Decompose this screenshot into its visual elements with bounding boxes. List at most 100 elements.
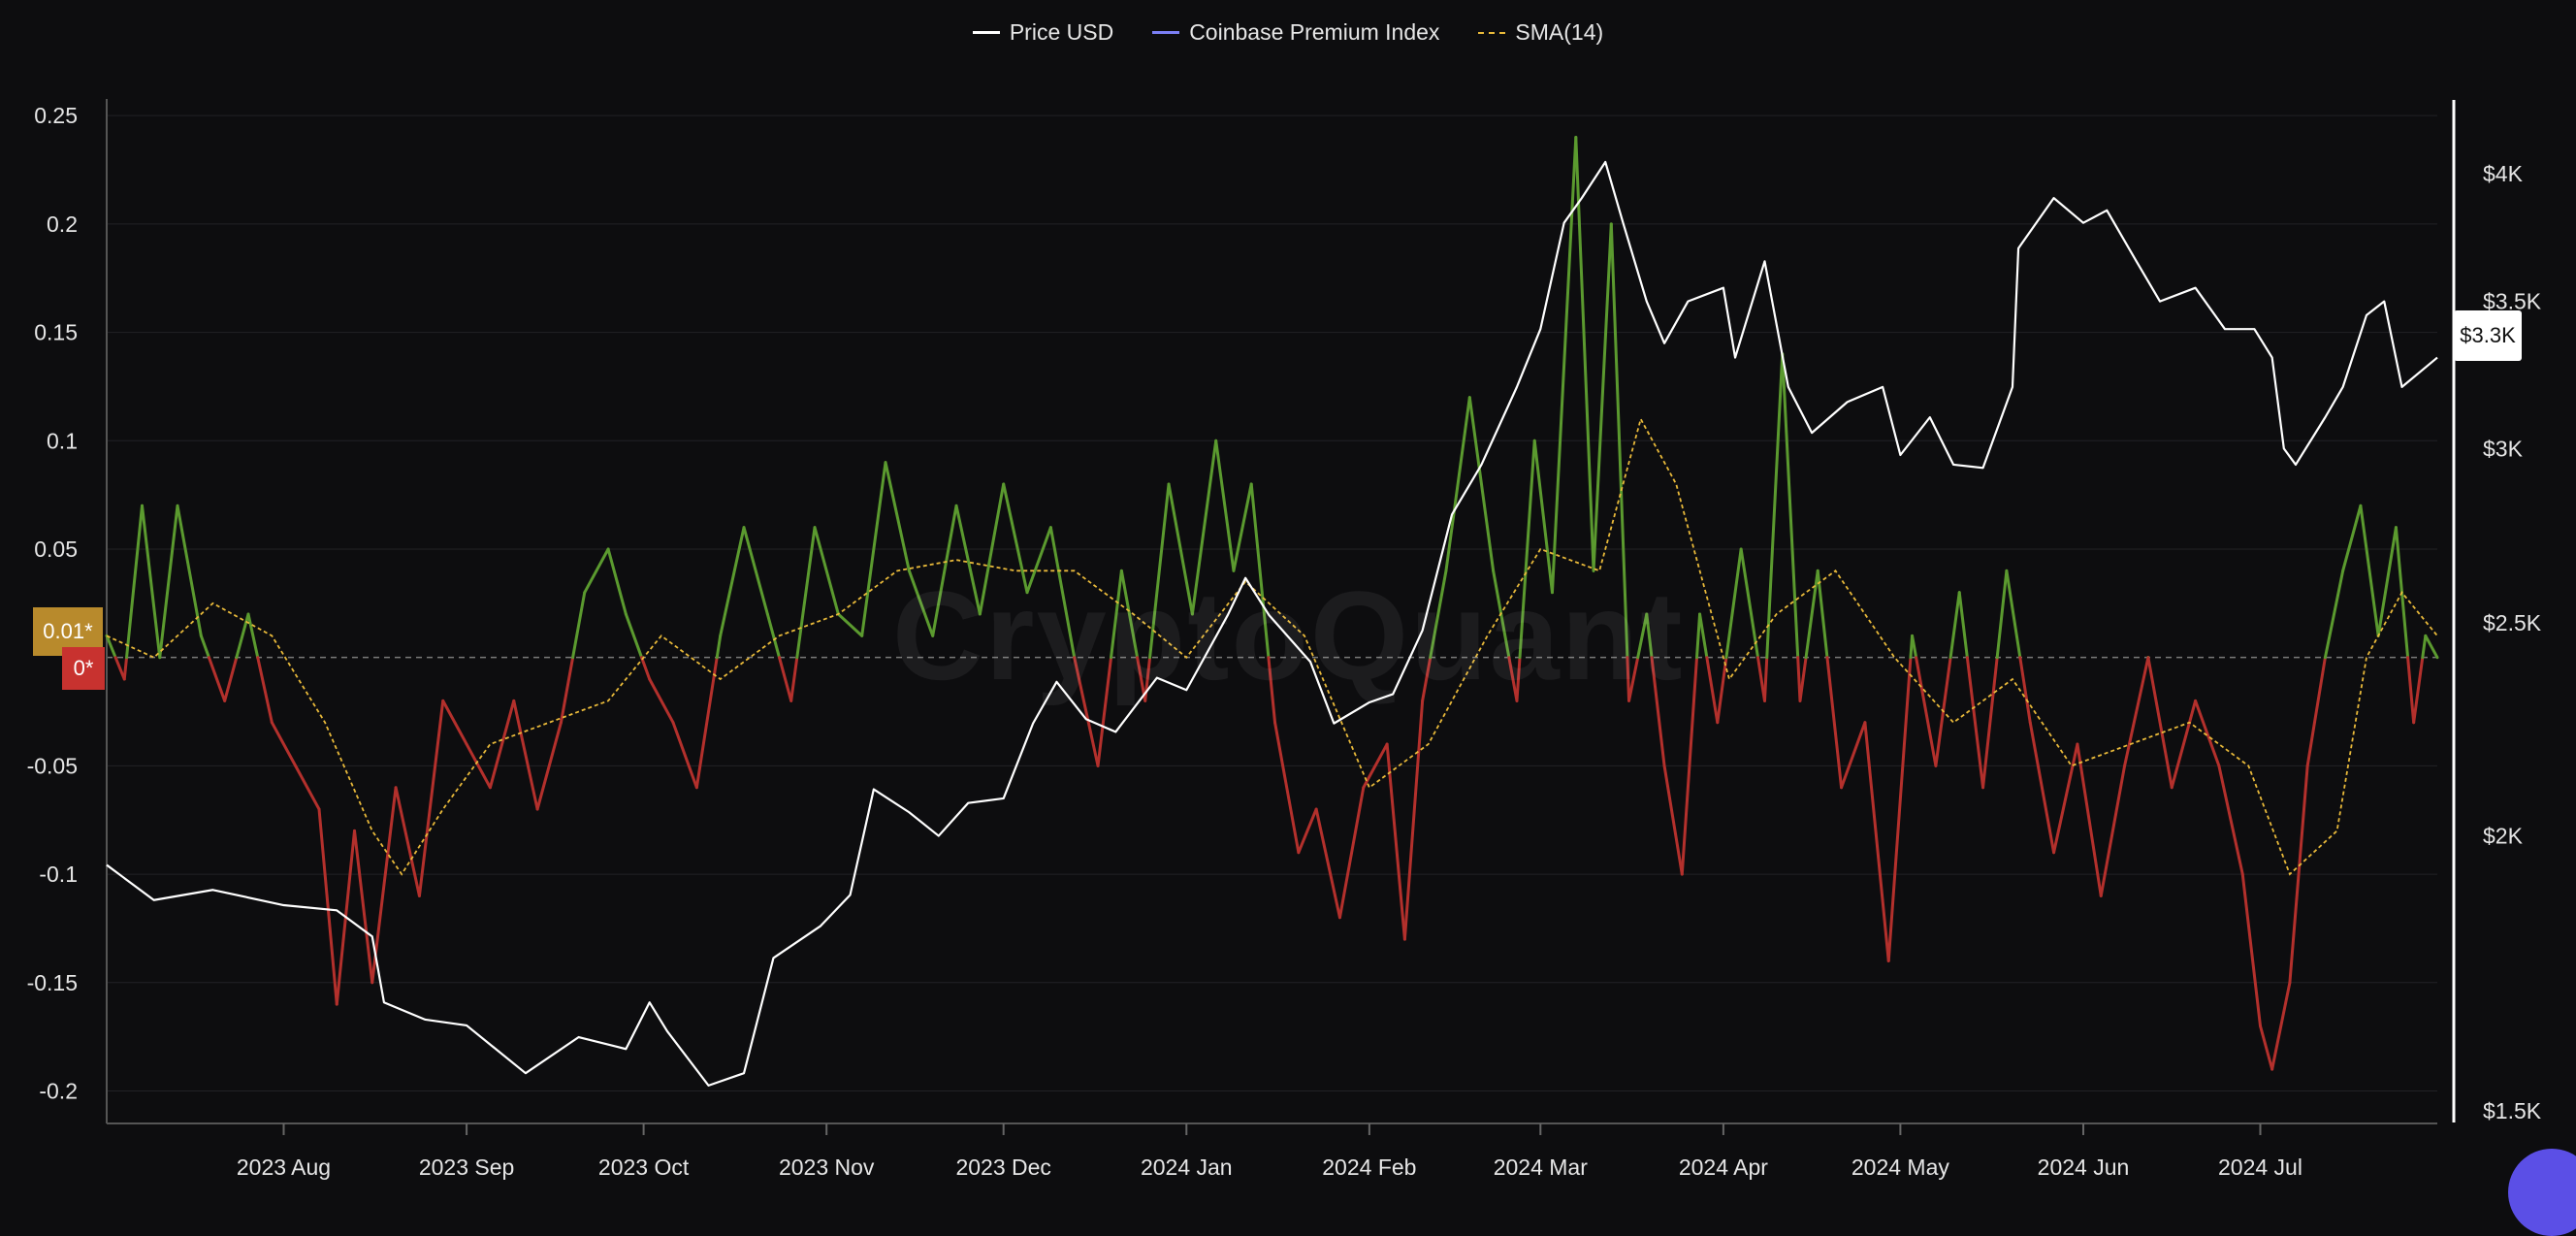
premium-segment bbox=[2305, 656, 2327, 767]
premium-segment bbox=[954, 504, 982, 616]
premium-segment bbox=[1915, 656, 1938, 767]
premium-segment bbox=[1662, 764, 1684, 876]
x-tick-label: 2024 Mar bbox=[1494, 1155, 1589, 1180]
premium-segment bbox=[1798, 656, 1808, 702]
premium-segment bbox=[2028, 721, 2056, 855]
premium-segment bbox=[1592, 222, 1613, 572]
legend-label-price: Price USD bbox=[1009, 19, 1114, 45]
premium-segment bbox=[2076, 742, 2103, 897]
legend-item-premium[interactable]: Coinbase Premium Index bbox=[1152, 19, 1439, 46]
premium-segment bbox=[1337, 786, 1366, 920]
premium-segment bbox=[1995, 569, 2009, 660]
premium-segment bbox=[270, 721, 298, 767]
premium-segment bbox=[1002, 482, 1029, 595]
x-tick-label: 2023 Oct bbox=[598, 1155, 690, 1180]
premium-segment bbox=[1680, 656, 1699, 876]
premium-segment bbox=[2217, 764, 2244, 876]
price-line bbox=[106, 160, 2438, 1087]
premium-segment bbox=[648, 677, 675, 725]
legend-swatch-premium bbox=[1152, 31, 1180, 34]
premium-segment bbox=[1273, 721, 1301, 855]
premium-segment bbox=[789, 656, 799, 702]
premium-segment bbox=[1232, 482, 1253, 572]
premium-segment bbox=[1825, 656, 1844, 790]
premium-segment bbox=[1421, 656, 1433, 702]
premium-segment bbox=[317, 807, 338, 1006]
premium-segment bbox=[1626, 656, 1631, 702]
x-tick-label: 2023 Sep bbox=[419, 1155, 514, 1180]
premium-segment bbox=[1550, 136, 1578, 595]
premium-segment bbox=[1167, 482, 1194, 616]
premium-segment bbox=[1716, 656, 1728, 725]
premium-segment bbox=[1267, 656, 1277, 725]
premium-segment bbox=[1645, 612, 1654, 660]
premium-segment bbox=[2052, 742, 2079, 855]
premium-segment bbox=[1297, 807, 1318, 855]
premium-segment bbox=[1957, 591, 1969, 660]
premium-segment bbox=[931, 504, 958, 637]
premium-segment bbox=[1385, 742, 1406, 941]
premium-segment bbox=[2018, 656, 2032, 725]
premium-segment bbox=[694, 656, 719, 790]
sma-series bbox=[106, 416, 2438, 876]
x-tick-label: 2024 Jul bbox=[2218, 1155, 2302, 1180]
premium-segment bbox=[1911, 634, 1918, 660]
premium-segment bbox=[1756, 656, 1766, 702]
premium-segment bbox=[1724, 547, 1743, 660]
premium-segment bbox=[836, 612, 864, 637]
premium-segment bbox=[122, 656, 129, 681]
premium-segment bbox=[715, 634, 723, 660]
premium-segment bbox=[1886, 656, 1913, 962]
premium-segment bbox=[1532, 439, 1554, 595]
premium-segment bbox=[1429, 569, 1448, 660]
premium-segment bbox=[125, 504, 145, 660]
x-tick-label: 2024 Jun bbox=[2038, 1155, 2130, 1180]
x-tick-label: 2024 May bbox=[1852, 1155, 1950, 1180]
y-left-tick-label: -0.1 bbox=[39, 862, 78, 887]
premium-segment bbox=[1362, 742, 1389, 790]
y-right-tick-label: $2.5K bbox=[2483, 610, 2542, 635]
premium-segment bbox=[488, 699, 516, 790]
premium-segment bbox=[246, 612, 260, 660]
premium-segment bbox=[1765, 352, 1785, 660]
premium-segment bbox=[2099, 764, 2127, 897]
premium-segment bbox=[765, 612, 782, 660]
premium-segment bbox=[2412, 656, 2425, 725]
premium-segment bbox=[1981, 656, 1999, 790]
axes: 0.25 0.2 0.15 0.1 0.05 -0.05 -0.1 -0.15 -0.2 2023… bbox=[27, 99, 2542, 1180]
premium-segment bbox=[1650, 656, 1666, 767]
premium-segment bbox=[2240, 872, 2262, 1027]
legend: Price USD Coinbase Premium Index SMA(14) bbox=[0, 19, 2576, 46]
premium-segment bbox=[1781, 352, 1800, 660]
premium-segment bbox=[1518, 439, 1536, 660]
premium-segment bbox=[1190, 439, 1218, 616]
premium-segment bbox=[256, 656, 274, 725]
premium-segment bbox=[1762, 656, 1769, 702]
premium-segment bbox=[583, 547, 610, 595]
premium-segment bbox=[113, 656, 126, 681]
premium-segment bbox=[207, 656, 227, 702]
premium-segment bbox=[1214, 439, 1236, 572]
y-right-tick-label: $1.5K bbox=[2483, 1098, 2542, 1123]
legend-item-price[interactable]: Price USD bbox=[972, 19, 1114, 46]
zero-value-tag: 0* bbox=[62, 647, 105, 690]
legend-label-sma: SMA(14) bbox=[1515, 19, 1604, 45]
premium-segment bbox=[158, 504, 179, 660]
premium-segment bbox=[2424, 634, 2439, 660]
premium-segment bbox=[512, 699, 539, 811]
premium-segment bbox=[559, 656, 575, 725]
x-tick-label: 2023 Aug bbox=[237, 1155, 331, 1180]
legend-swatch-sma bbox=[1478, 31, 1506, 34]
sma-line bbox=[106, 416, 2438, 876]
premium-segment bbox=[1119, 569, 1140, 660]
premium-segment bbox=[742, 526, 769, 616]
x-tick-label: 2024 Apr bbox=[1679, 1155, 1768, 1180]
legend-item-sma[interactable]: SMA(14) bbox=[1478, 19, 1603, 46]
y-left-tick-label: 0.25 bbox=[34, 103, 78, 128]
premium-segment bbox=[2341, 504, 2363, 572]
premium-segment bbox=[2288, 764, 2309, 985]
premium-segment bbox=[2359, 504, 2380, 637]
premium-segment bbox=[1965, 656, 1985, 790]
premium-segment bbox=[1804, 569, 1819, 660]
